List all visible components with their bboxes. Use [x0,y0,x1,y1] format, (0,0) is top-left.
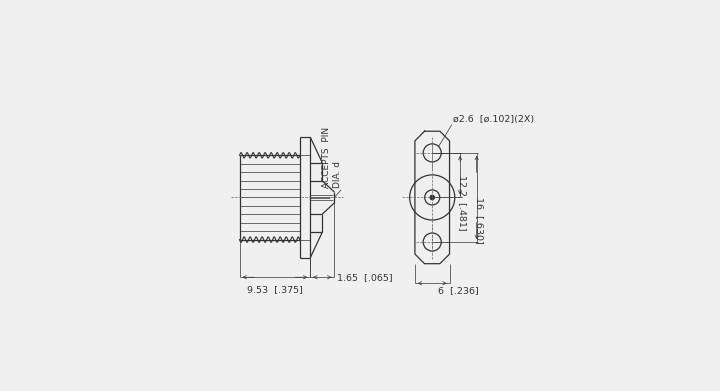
Text: ACCEPTS  PIN
DIA. d: ACCEPTS PIN DIA. d [322,127,342,188]
Text: 1.65  [.065]: 1.65 [.065] [337,273,392,282]
Circle shape [430,196,434,199]
Text: 6  [.236]: 6 [.236] [438,286,479,295]
Text: 16  [.630]: 16 [.630] [474,197,484,244]
Text: 12.2  [.481]: 12.2 [.481] [458,175,467,231]
Text: 9.53  [.375]: 9.53 [.375] [247,285,303,294]
Text: ø2.6  [ø.102](2X): ø2.6 [ø.102](2X) [453,115,534,124]
